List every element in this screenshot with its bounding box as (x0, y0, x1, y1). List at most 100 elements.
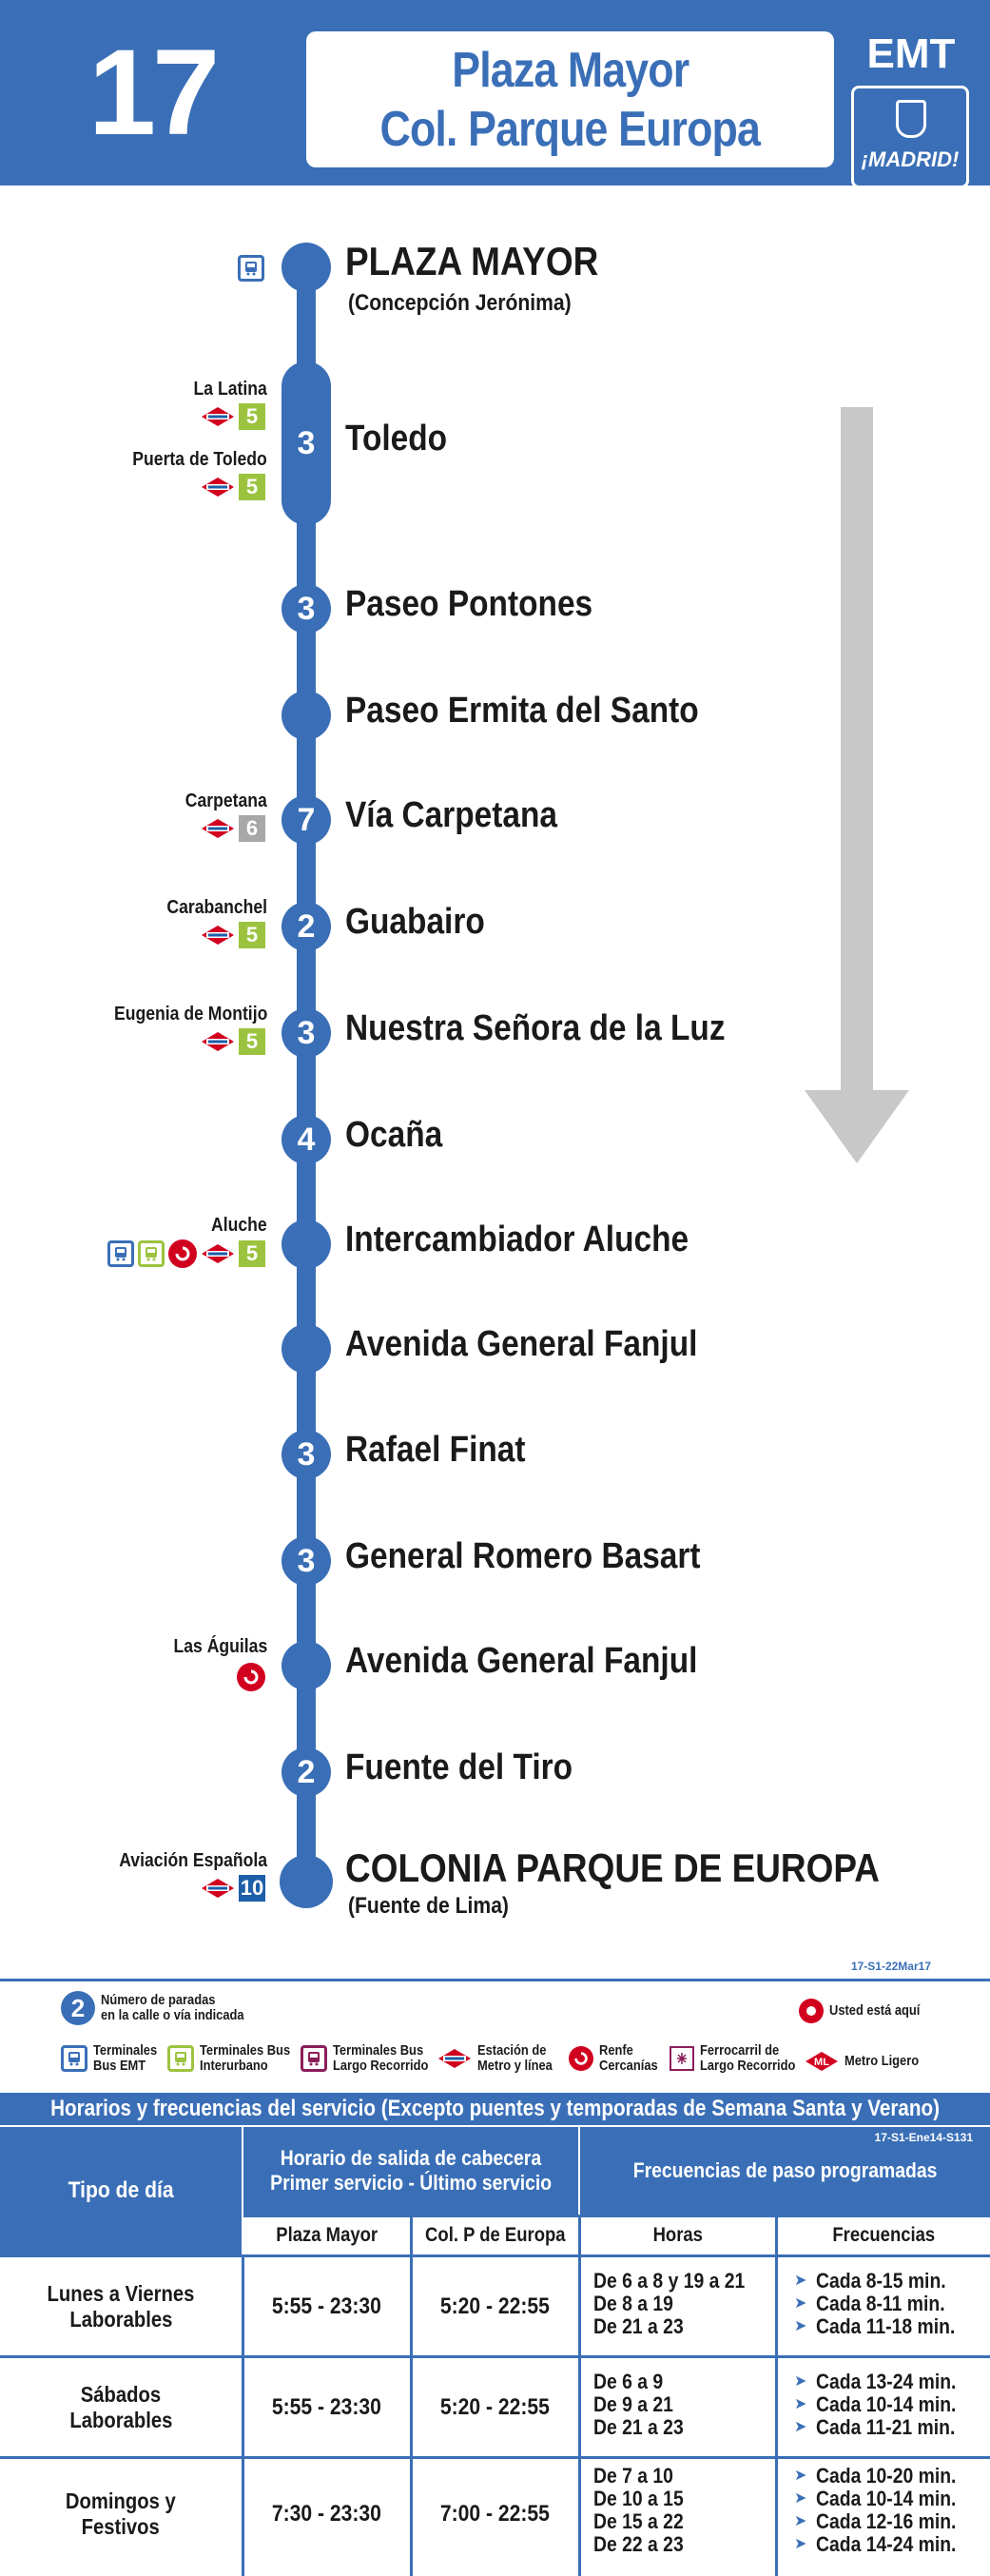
legend-renfe: Renfe Cercanías (569, 2043, 668, 2074)
schedule-doc-code: 17-S1-Ene14-S131 (874, 2131, 973, 2144)
legend-text: Terminales Bus (200, 2042, 291, 2059)
stop-node (281, 243, 331, 292)
legend-text: Estación de (477, 2042, 547, 2059)
legend-text: Bus EMT (93, 2058, 146, 2074)
stop-node (281, 691, 331, 740)
legend-metro: Estación de Metro y línea (437, 2043, 565, 2074)
metro-icon (438, 2049, 471, 2068)
long-distance-rail-icon (670, 2046, 694, 2071)
stop-name: Avenida General Fanjul (345, 1324, 698, 1364)
row-saturdays-plaza: 5:55 - 23:30 (271, 2393, 382, 2420)
stop-name: Rafael Finat (345, 1430, 526, 1470)
stop-node-count: 4 (281, 1115, 331, 1164)
metro-connection: 5 (201, 474, 265, 500)
renfe-cercanias-icon (237, 1663, 265, 1691)
operator-label: EMT (866, 30, 956, 77)
route-line (297, 266, 316, 1883)
grid-line (410, 2215, 413, 2576)
subheader-frequencies: Frecuencias (777, 2216, 990, 2254)
legend-stop-count: 2 Número de paradas en la calle o vía in… (61, 1991, 267, 2025)
metro-icon (202, 926, 234, 945)
legend-divider (0, 1979, 990, 1981)
grid-line (775, 2215, 778, 2576)
metro-station-name: Carpetana (184, 790, 267, 811)
metro-icon (202, 1879, 234, 1898)
metro-station-name: Puerta de Toledo (132, 449, 267, 470)
metro-line-badge: 6 (239, 815, 265, 842)
stop-node (280, 1855, 333, 1908)
legend-bus-interurbano: Terminales Bus Interurbano (167, 2043, 305, 2074)
legend-text: Metro Ligero (844, 2053, 920, 2069)
grid-line (578, 2215, 581, 2576)
row-sundays-hours: De 7 a 10 De 10 a 15 De 15 a 22 De 22 a 23 (593, 2464, 684, 2556)
renfe-connection (237, 1663, 265, 1691)
metro-connection: 5 (201, 922, 265, 948)
legend-text: Ferrocarril de (700, 2042, 780, 2059)
stop-count-badge: 2 (61, 1991, 95, 2025)
stop-node-count: 3 (281, 1008, 331, 1058)
header-bar: 17 Plaza Mayor Col. Parque Europa EMT ¡M… (0, 0, 990, 188)
stop-name: Fuente del Tiro (345, 1747, 573, 1787)
metro-icon (202, 407, 234, 426)
bus-terminal-long-distance-icon (301, 2045, 327, 2072)
row-weekdays-plaza: 5:55 - 23:30 (271, 2293, 382, 2319)
row-weekdays-day-type: Lunes a Viernes Laborables (47, 2280, 195, 2332)
metro-icon (202, 819, 234, 838)
column-header-frequencies: Frecuencias de paso programadas (580, 2127, 990, 2215)
stop-node-count: 7 (281, 795, 331, 845)
metro-connection: 5 (201, 403, 265, 430)
madrid-badge-label: ¡MADRID! (861, 147, 960, 171)
line-number: 17 (87, 25, 220, 161)
legend-text: Largo Recorrido (700, 2058, 796, 2074)
stop-node-count: 2 (281, 1747, 331, 1797)
metro-connection: 5 (201, 1028, 265, 1055)
stop-node-count: 3 (281, 584, 331, 634)
column-header-schedule: Horario de salida de cabecera Primer ser… (243, 2127, 578, 2215)
subheader-plaza-mayor: Plaza Mayor (243, 2216, 410, 2254)
row-sundays-colonia: 7:00 - 22:55 (439, 2500, 551, 2527)
legend-text: en la calle o vía indicada (101, 2007, 244, 2023)
stop-name: General Romero Basart (345, 1536, 701, 1576)
row-sundays-plaza: 7:30 - 23:30 (271, 2500, 382, 2527)
grid-line (0, 2355, 990, 2358)
legend-bus-largo-recorrido: Terminales Bus Largo Recorrido (301, 2043, 444, 2074)
emt-logo: EMT ¡MADRID! (841, 29, 981, 188)
row-weekdays-hours: De 6 a 8 y 19 a 21 De 8 a 19 De 21 a 23 (593, 2269, 746, 2338)
row-saturdays-frequencies: ➤ Cada 13-24 min. ➤ Cada 10-14 min. ➤ Cada … (794, 2370, 957, 2439)
light-rail-icon: ML (806, 2052, 838, 2071)
metro-station-name: Aluche (211, 1215, 267, 1236)
stop-node (281, 1220, 331, 1269)
destination-terminus: Col. Parque Europa (379, 101, 761, 157)
stop-node-count: 3 (281, 1536, 331, 1586)
metro-line-badge: 5 (239, 922, 265, 948)
bus-terminal-emt-icon (61, 2045, 87, 2072)
metro-line-badge: 5 (239, 474, 265, 500)
subheader-hours: Horas (580, 2216, 775, 2254)
row-sundays-frequencies: ➤ Cada 10-20 min. ➤ Cada 10-14 min. ➤ Cada … (794, 2464, 957, 2556)
metro-station-name: Eugenia de Montijo (113, 1004, 267, 1025)
grid-line (243, 2215, 990, 2217)
metro-icon (202, 1244, 234, 1263)
row-saturdays-colonia: 5:20 - 22:55 (439, 2393, 551, 2420)
grid-line (0, 2456, 990, 2459)
metro-connection: 6 (201, 815, 265, 842)
column-header-day-type: Tipo de día (0, 2127, 242, 2254)
madrid-shield-icon (896, 100, 926, 138)
stop-name: Toledo (345, 419, 448, 459)
document-code: 17-S1-22Mar17 (850, 1960, 931, 1973)
renfe-cercanias-icon (168, 1239, 197, 1268)
you-are-here-icon (799, 1999, 824, 2023)
interchange-connections: 5 (107, 1239, 265, 1268)
subheader-colonia: Col. P de Europa (412, 2216, 578, 2254)
stop-node-count: 3 (281, 361, 331, 525)
metro-icon (202, 478, 234, 497)
stop-name: Vía Carpetana (345, 795, 558, 835)
metro-line-badge: 5 (239, 403, 265, 430)
legend-metro-ligero: ML Metro Ligero (805, 2051, 931, 2072)
metro-station-name: La Latina (193, 379, 267, 400)
row-sundays-day-type: Domingos y Festivos (66, 2488, 176, 2539)
legend-text: Cercanías (599, 2058, 658, 2074)
legend-you-are-here: Usted está aquí (799, 1999, 935, 2023)
bus-terminal-interurban-icon (138, 1240, 165, 1267)
stop-subtitle: (Concepción Jerónima) (348, 290, 572, 316)
